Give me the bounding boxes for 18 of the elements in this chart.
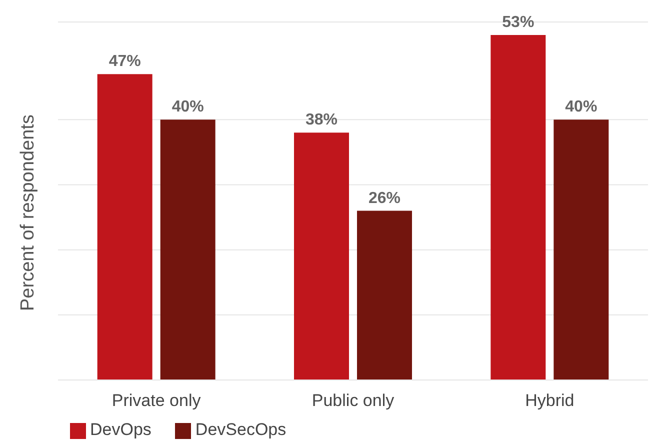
bar — [357, 210, 412, 380]
bar — [160, 120, 216, 380]
bar — [294, 132, 349, 380]
x-tick-label: Hybrid — [525, 391, 574, 410]
data-label: 38% — [305, 112, 338, 129]
x-tick-label: Public only — [312, 391, 395, 410]
data-label: 26% — [368, 190, 401, 207]
data-label: 47% — [108, 53, 141, 70]
data-label: 53% — [502, 14, 534, 32]
x-tick-label: Private only — [112, 391, 202, 410]
y-axis-title: Percent of respondents — [18, 114, 39, 311]
data-label: 40% — [172, 98, 204, 116]
bar — [97, 74, 152, 380]
bar — [490, 35, 546, 380]
legend-label: DevSecOps — [195, 420, 286, 439]
data-label: 40% — [565, 98, 598, 116]
bar — [554, 120, 609, 380]
legend-label: DevOps — [90, 420, 152, 439]
